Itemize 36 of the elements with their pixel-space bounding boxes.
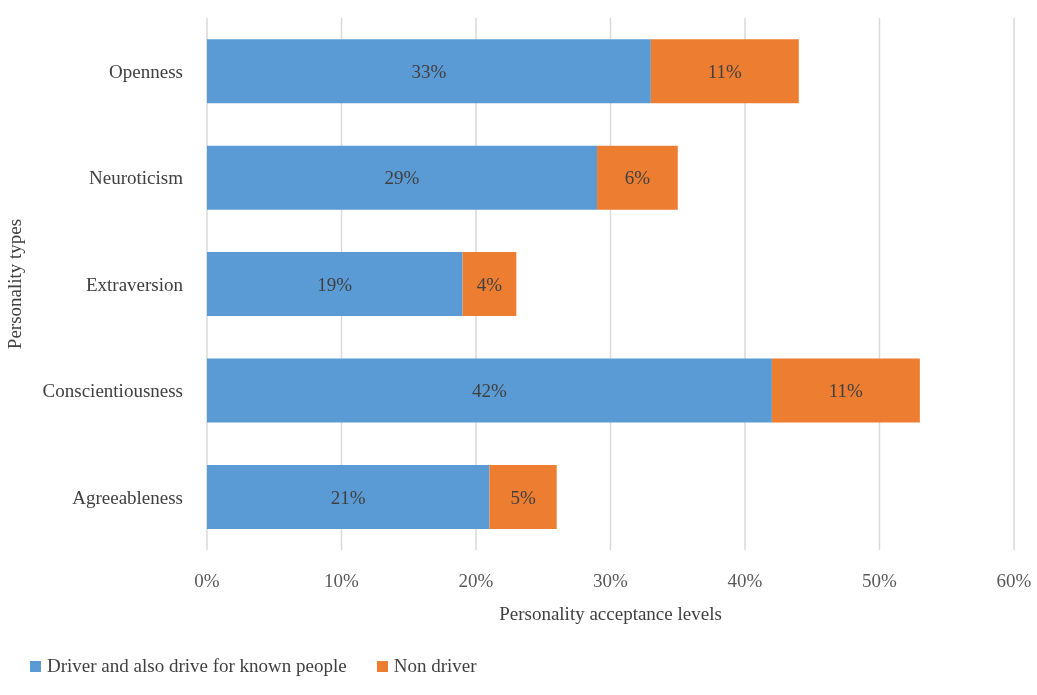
bar [207, 358, 772, 423]
x-tick-label: 50% [862, 570, 898, 592]
x-axis-title: Personality acceptance levels [499, 603, 722, 624]
y-axis-title: Personality types [3, 218, 25, 350]
bar [650, 39, 799, 104]
bar [207, 145, 598, 210]
bar [489, 464, 557, 529]
x-tick-label: 0% [194, 570, 220, 592]
x-tick-label: 30% [593, 570, 629, 592]
x-tick-label: 20% [458, 570, 494, 592]
legend-label: Driver and also drive for known people [47, 655, 347, 677]
data-label: 5% [510, 486, 536, 508]
data-label: 21% [330, 486, 366, 508]
data-label: 11% [828, 380, 864, 402]
y-tick-label: Agreeableness [72, 486, 183, 508]
bar [207, 39, 651, 104]
bar [207, 252, 463, 317]
x-tick-label: 60% [996, 570, 1032, 592]
data-label: 29% [384, 167, 420, 189]
bar [462, 252, 517, 317]
data-label: 11% [707, 61, 743, 83]
y-tick-label: Conscientiousness [42, 380, 183, 402]
x-tick-label: 40% [727, 570, 763, 592]
y-tick-label: Neuroticism [89, 167, 184, 189]
data-label: 33% [411, 61, 447, 83]
bar [597, 145, 678, 210]
x-tick-label: 10% [324, 570, 360, 592]
data-label: 4% [476, 273, 503, 295]
legend-label: Non driver [393, 655, 477, 677]
bar [207, 464, 490, 529]
data-label: 6% [624, 167, 651, 189]
data-label: 19% [317, 273, 353, 295]
y-tick-label: Extraversion [85, 273, 184, 295]
y-tick-label: Openness [109, 60, 183, 82]
bar [771, 358, 920, 423]
data-label: 42% [472, 380, 508, 402]
